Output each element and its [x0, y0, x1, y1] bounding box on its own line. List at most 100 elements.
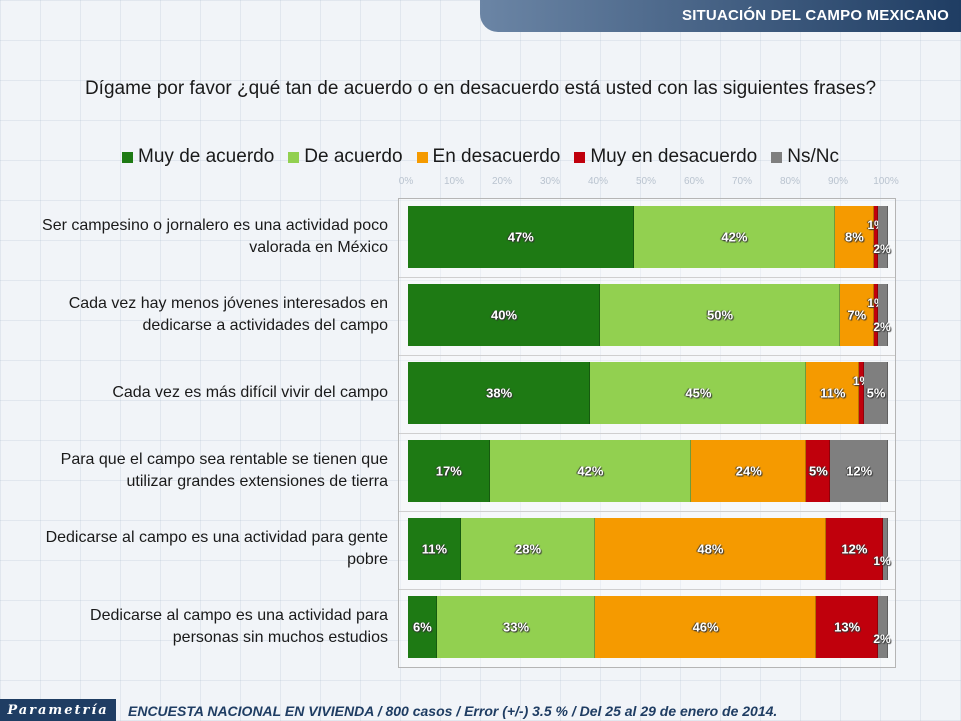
bar-segment	[595, 518, 826, 580]
bar-segment	[859, 362, 864, 424]
bar-segment	[408, 206, 634, 268]
data-label: 5%	[866, 385, 886, 401]
category-label: Para que el campo sea rentable se tienen…	[60, 451, 388, 490]
data-label: 13%	[834, 619, 861, 635]
bar-segment	[595, 596, 816, 658]
bar-segment	[864, 362, 888, 424]
question-text: Dígame por favor ¿qué tan de acuerdo o e…	[84, 78, 877, 99]
data-label: 6%	[412, 619, 432, 635]
legend-swatch	[122, 151, 134, 163]
bar-segment	[408, 284, 600, 346]
data-label: 42%	[721, 229, 748, 245]
category-label: Cada vez hay menos jóvenes interesados e…	[68, 295, 388, 334]
x-tick-label: 40%	[587, 176, 609, 187]
data-label: 2%	[873, 320, 891, 334]
data-label: 11%	[421, 541, 448, 557]
bar-segment	[878, 206, 888, 268]
data-label: 2%	[873, 632, 891, 646]
legend-item: De acuerdo	[288, 146, 403, 168]
legend-label: De acuerdo	[304, 146, 403, 167]
data-label: 42%	[577, 463, 604, 479]
bar-segment	[408, 518, 461, 580]
legend-label: Muy en desacuerdo	[590, 146, 758, 167]
bar-segment	[806, 440, 831, 502]
bar-row: 17% 42% 24% 5% 12%	[408, 440, 888, 502]
parametria-logo: Parametría	[0, 699, 116, 721]
legend-swatch	[771, 151, 783, 163]
bar-segment	[489, 440, 692, 502]
data-label: 2%	[873, 242, 891, 256]
bar-row: 40% 50% 7% 1% 2%	[408, 284, 891, 346]
bar-segment	[835, 206, 874, 268]
x-tick-label: 50%	[635, 176, 657, 187]
bar-segment	[806, 362, 860, 424]
legend-item: En desacuerdo	[416, 146, 561, 168]
footer-note: ENCUESTA NACIONAL EN VIVIENDA / 800 caso…	[128, 703, 778, 719]
data-label: 50%	[706, 307, 734, 323]
bar-segment	[873, 206, 879, 268]
bar-segment	[883, 518, 888, 580]
bar-segment	[408, 362, 591, 424]
bar-segment	[816, 596, 879, 658]
x-axis: 0% 10% 20% 30% 40% 50% 60% 70% 80% 90% 100%	[399, 176, 899, 190]
legend-swatch	[574, 151, 586, 163]
row-separator	[399, 589, 895, 590]
bar-segment	[873, 284, 879, 346]
category-label: Dedicarse al campo es una actividad para…	[90, 607, 388, 646]
data-label: 11%	[820, 385, 846, 401]
bar-row: 11% 28% 48% 12% 1%	[408, 518, 891, 580]
data-label: 48%	[697, 541, 724, 557]
data-label: 1%	[873, 554, 891, 568]
data-label: 12%	[841, 541, 868, 557]
legend-label: Ns/Nc	[787, 146, 839, 167]
row-separator	[399, 355, 895, 356]
legend-swatch	[288, 151, 300, 163]
x-tick-label: 0%	[398, 176, 414, 187]
row-separator	[399, 511, 895, 512]
data-label: 33%	[502, 619, 530, 635]
data-label: 46%	[692, 619, 719, 635]
bar-segment	[436, 596, 596, 658]
bar-segment	[600, 284, 840, 346]
legend-label: Muy de acuerdo	[138, 146, 275, 167]
legend-item: Muy en desacuerdo	[574, 146, 757, 168]
data-label: 5%	[808, 463, 828, 479]
legend-label: En desacuerdo	[432, 146, 561, 167]
x-tick-label: 10%	[443, 176, 465, 187]
header-title: SITUACIÓN DEL CAMPO MEXICANO	[681, 7, 949, 24]
bar-row: 47% 42% 8% 1% 2%	[408, 206, 891, 268]
category-label: Cada vez es más difícil vivir del campo	[112, 384, 388, 401]
legend-item: Muy de acuerdo	[122, 146, 274, 168]
bar-segment	[878, 284, 888, 346]
legend-swatch	[416, 151, 428, 163]
x-tick-label: 100%	[873, 176, 899, 187]
bar-segment	[691, 440, 807, 502]
category-label: Dedicarse al campo es una actividad para…	[45, 529, 388, 568]
row-separator	[399, 433, 895, 434]
bar-segment	[460, 518, 596, 580]
bar-segment	[408, 440, 490, 502]
data-label: 28%	[514, 541, 542, 557]
bar-segment	[840, 284, 874, 346]
bar-row: 38% 45% 11% 1% 5%	[408, 362, 888, 424]
bar-segment	[830, 440, 888, 502]
category-label: Ser campesino o jornalero es una activid…	[42, 217, 388, 256]
row-separator	[399, 277, 895, 278]
bar-segment	[878, 596, 888, 658]
header-band: SITUACIÓN DEL CAMPO MEXICANO	[480, 0, 961, 32]
x-tick-label: 90%	[827, 176, 849, 187]
chart-legend: Muy de acuerdo De acuerdo En desacuerdo Muy…	[0, 146, 961, 168]
data-label: 45%	[685, 385, 712, 401]
x-tick-label: 60%	[683, 176, 705, 187]
data-label: 7%	[847, 307, 867, 323]
bar-segment	[590, 362, 807, 424]
bar-segment	[408, 596, 437, 658]
x-tick-label: 30%	[539, 176, 561, 187]
data-label: 47%	[507, 229, 534, 245]
data-label: 24%	[735, 463, 762, 479]
data-label: 8%	[844, 229, 864, 245]
bar-segment	[825, 518, 884, 580]
plot-area	[398, 198, 896, 668]
data-label: 40%	[490, 307, 518, 323]
legend-item: Ns/Nc	[771, 146, 839, 168]
